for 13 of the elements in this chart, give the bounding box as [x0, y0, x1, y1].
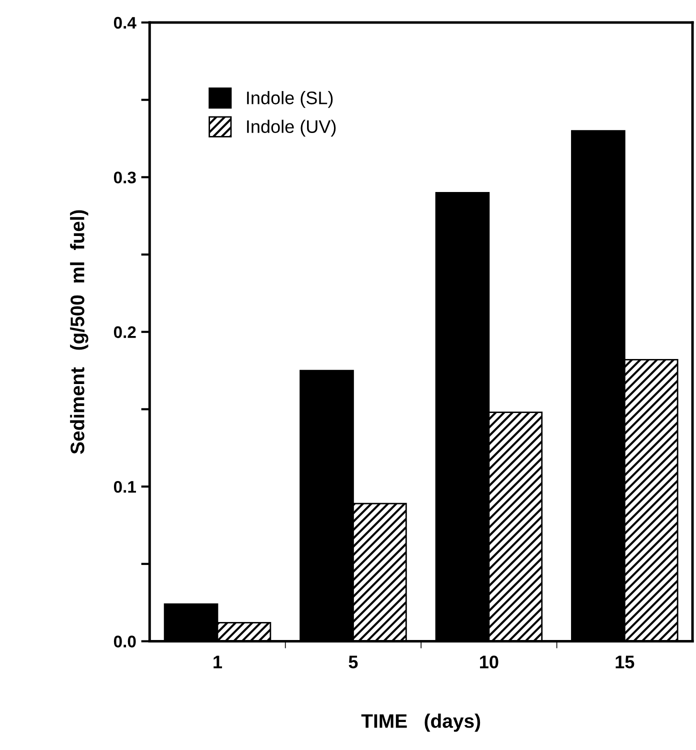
y-tick-label: 0.3 — [114, 172, 136, 184]
text: 0.0 — [114, 636, 136, 648]
y-tick-label: 0.2 — [114, 326, 136, 338]
legend-label: Indole (UV) — [247, 120, 336, 137]
x-tick-label: 10 — [480, 656, 498, 668]
legend-label: Indole (SL) — [247, 91, 333, 108]
y-tick-label: 0.4 — [114, 16, 136, 29]
y-tick-label: 0.1 — [114, 480, 136, 493]
y-axis-title: Sediment (g/500 ml fuel) — [70, 210, 88, 454]
x-tick-label: 15 — [616, 656, 634, 668]
x-tick-label: 1 — [214, 656, 222, 668]
x-tick-label: 5 — [348, 656, 358, 668]
x-axis-title: TIME (days) — [361, 714, 480, 732]
